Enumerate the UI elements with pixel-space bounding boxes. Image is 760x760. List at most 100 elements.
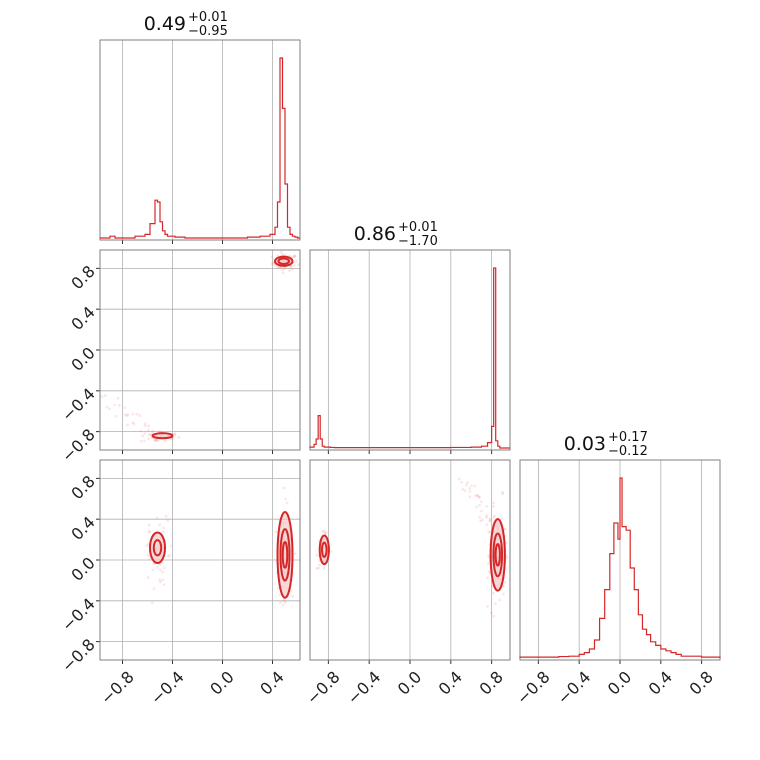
sample-point — [173, 432, 177, 436]
sample-point — [486, 562, 490, 566]
sample-point — [322, 566, 326, 570]
sample-point — [318, 563, 321, 567]
sample-point — [290, 268, 294, 271]
sample-point — [492, 505, 495, 508]
sample-point — [145, 544, 149, 548]
sample-point — [147, 437, 150, 441]
x-tick-label: −0.4 — [147, 667, 188, 708]
sample-point — [485, 504, 489, 508]
sample-point — [279, 250, 283, 254]
histogram-1 — [100, 57, 300, 239]
panel-frame — [99, 459, 301, 661]
title-plus-err: +0.17 — [608, 430, 648, 445]
y-tick-label: −0.4 — [58, 594, 99, 635]
sample-point — [488, 519, 492, 523]
sample-point — [144, 422, 147, 426]
sample-point — [276, 266, 279, 270]
sample-point — [139, 439, 143, 443]
sample-point — [173, 432, 177, 436]
y-tick-label: 0.4 — [67, 303, 98, 334]
sample-point — [478, 504, 481, 507]
sample-point — [466, 481, 469, 484]
sample-point — [166, 555, 170, 558]
sample-point — [177, 436, 181, 439]
sample-point — [152, 587, 156, 591]
sample-point — [161, 530, 165, 533]
sample-point — [126, 413, 130, 416]
sample-point — [487, 554, 491, 558]
sample-point — [132, 422, 136, 426]
sample-point — [131, 412, 135, 416]
sample-point — [291, 255, 295, 259]
sample-point — [143, 424, 147, 428]
y-tick-label: −0.4 — [58, 384, 99, 425]
x-tick-label: 0.0 — [394, 667, 425, 698]
sample-point — [113, 403, 116, 407]
sample-point — [152, 438, 156, 442]
sample-point — [158, 523, 162, 527]
sample-point — [282, 486, 286, 490]
sample-point — [141, 434, 145, 438]
sample-point — [159, 580, 162, 584]
density-contour — [277, 257, 290, 265]
contour-fill — [319, 535, 329, 565]
sample-point — [479, 500, 483, 504]
density-contour — [151, 432, 174, 440]
panel-frame — [99, 39, 301, 241]
sample-point — [146, 553, 150, 557]
density-contour — [281, 541, 289, 569]
y-tick-label: −0.8 — [58, 425, 99, 466]
sample-point — [270, 262, 274, 266]
density-contour — [152, 539, 163, 557]
sample-point — [271, 261, 274, 264]
sample-point — [273, 264, 277, 267]
sample-point — [284, 600, 287, 604]
sample-point — [150, 601, 154, 605]
sample-point — [329, 550, 333, 553]
sample-point — [470, 484, 473, 488]
sample-point — [147, 424, 151, 428]
sample-point — [143, 432, 147, 435]
density-contour — [149, 531, 166, 565]
sample-point — [457, 477, 461, 481]
x-tick-label: 0.0 — [206, 667, 237, 698]
sample-point — [108, 407, 111, 411]
sample-point — [100, 395, 104, 399]
sample-point — [161, 570, 165, 574]
y-tick-label: 0.0 — [67, 553, 98, 584]
sample-point — [292, 263, 296, 267]
x-tick-label: −0.4 — [344, 667, 385, 708]
sample-point — [492, 591, 495, 595]
title-plus-err: +0.01 — [188, 10, 228, 25]
sample-point — [493, 514, 497, 518]
title-minus-err: −1.70 — [398, 234, 438, 249]
sample-point — [105, 405, 109, 409]
contour-fill — [490, 519, 505, 591]
sample-point — [474, 505, 478, 509]
sample-point — [281, 271, 285, 275]
panel-frame — [309, 459, 511, 661]
sample-point — [317, 566, 321, 570]
scatter-panel-2-0 — [145, 486, 297, 607]
x-tick-label: 0.8 — [475, 667, 506, 698]
sample-point — [279, 601, 282, 605]
sample-point — [149, 432, 153, 436]
sample-point — [476, 493, 479, 497]
panel-frame — [99, 249, 301, 451]
sample-point — [468, 495, 472, 499]
sample-point — [103, 394, 107, 397]
x-tick-label: −0.8 — [513, 667, 554, 708]
x-tick-label: −0.8 — [97, 667, 138, 708]
y-tick-label: 0.8 — [67, 472, 98, 503]
sample-point — [323, 532, 327, 535]
sample-point — [485, 514, 489, 517]
sample-point — [171, 437, 175, 441]
sample-point — [315, 567, 319, 570]
title-value: 0.49 — [144, 13, 186, 35]
sample-point — [492, 516, 496, 520]
contour-fill — [150, 532, 165, 564]
density-contour — [492, 532, 504, 578]
density-contour — [489, 518, 506, 592]
sample-point — [159, 568, 162, 572]
sample-point — [485, 516, 488, 519]
